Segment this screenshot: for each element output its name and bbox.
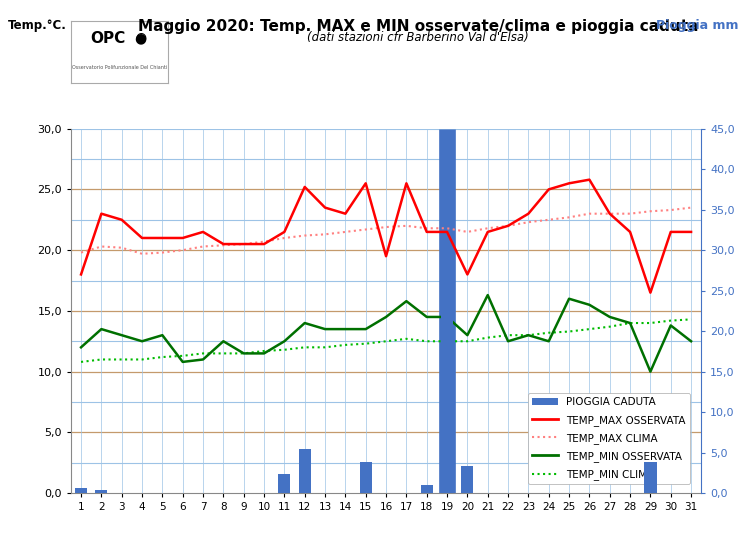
Bar [421, 485, 433, 493]
Bar [645, 461, 656, 493]
Bar [278, 474, 290, 493]
Text: Osservatorio Polifunzionale Del Chianti: Osservatorio Polifunzionale Del Chianti [72, 65, 167, 70]
Text: ●: ● [134, 32, 147, 46]
Bar [441, 291, 453, 493]
Bar [75, 488, 87, 493]
Bar [95, 490, 107, 493]
Text: Pioggia mm: Pioggia mm [656, 19, 739, 32]
Bar [461, 466, 474, 493]
Bar [360, 461, 372, 493]
Text: Temp.°C.: Temp.°C. [7, 19, 66, 32]
Text: OPC: OPC [90, 31, 125, 46]
Legend: PIOGGIA CADUTA, TEMP_MAX OSSERVATA, TEMP_MAX CLIMA, TEMP_MIN OSSERVATA, TEMP_MIN: PIOGGIA CADUTA, TEMP_MAX OSSERVATA, TEMP… [527, 393, 690, 484]
Text: Maggio 2020: Temp. MAX e MIN osservate/clima e pioggia caduta: Maggio 2020: Temp. MAX e MIN osservate/c… [137, 19, 698, 34]
Text: ⊙: ⊙ [134, 31, 147, 46]
Bar [298, 449, 311, 493]
Text: (dati stazioni cfr Barberino Val d'Elsa): (dati stazioni cfr Barberino Val d'Elsa) [307, 31, 529, 44]
